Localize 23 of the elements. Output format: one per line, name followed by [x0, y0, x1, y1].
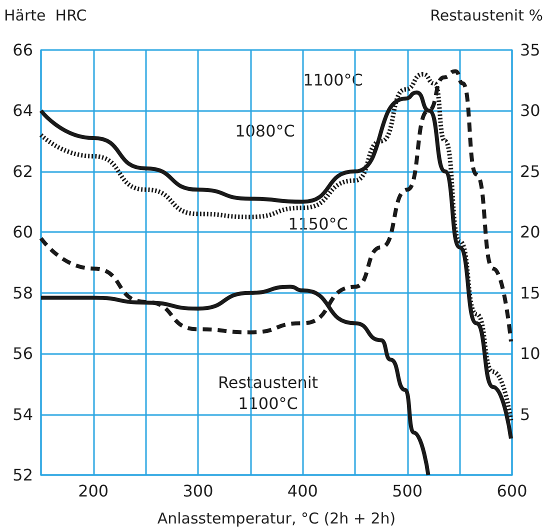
y-tick-label: 60 [12, 222, 33, 242]
y2-tick-label: 20 [520, 222, 540, 242]
y-tick-label: 62 [12, 162, 33, 181]
y-tick-label: 64 [12, 101, 33, 120]
y-tick-label: 54 [12, 404, 33, 424]
x-tick-label: 200 [78, 482, 109, 500]
y-tick-label: 56 [12, 344, 33, 364]
y2-tick-label: 15 [520, 283, 540, 302]
x-tick-label: 600 [496, 482, 528, 500]
y2-tick-label: 10 [520, 344, 540, 364]
y-tick-label: 66 [12, 40, 33, 60]
y2-tick-label: 35 [520, 40, 540, 60]
y2-tick-label: 30 [520, 101, 540, 120]
x-axis-title: Anlasstemperatur, °C (2h + 2h) [157, 510, 396, 528]
y2-axis-title: Restaustenit % [430, 6, 543, 24]
y-axis-title: Härte HRC [4, 6, 87, 24]
y-tick-label: 58 [12, 283, 33, 302]
y2-tick-label: 25 [520, 162, 540, 181]
x-tick-label: 500 [392, 482, 423, 500]
x-tick-label: 300 [182, 482, 214, 500]
y-tick-label: 52 [12, 466, 33, 484]
x-tick-label: 400 [287, 482, 318, 500]
y2-tick-label: 5 [520, 404, 530, 424]
